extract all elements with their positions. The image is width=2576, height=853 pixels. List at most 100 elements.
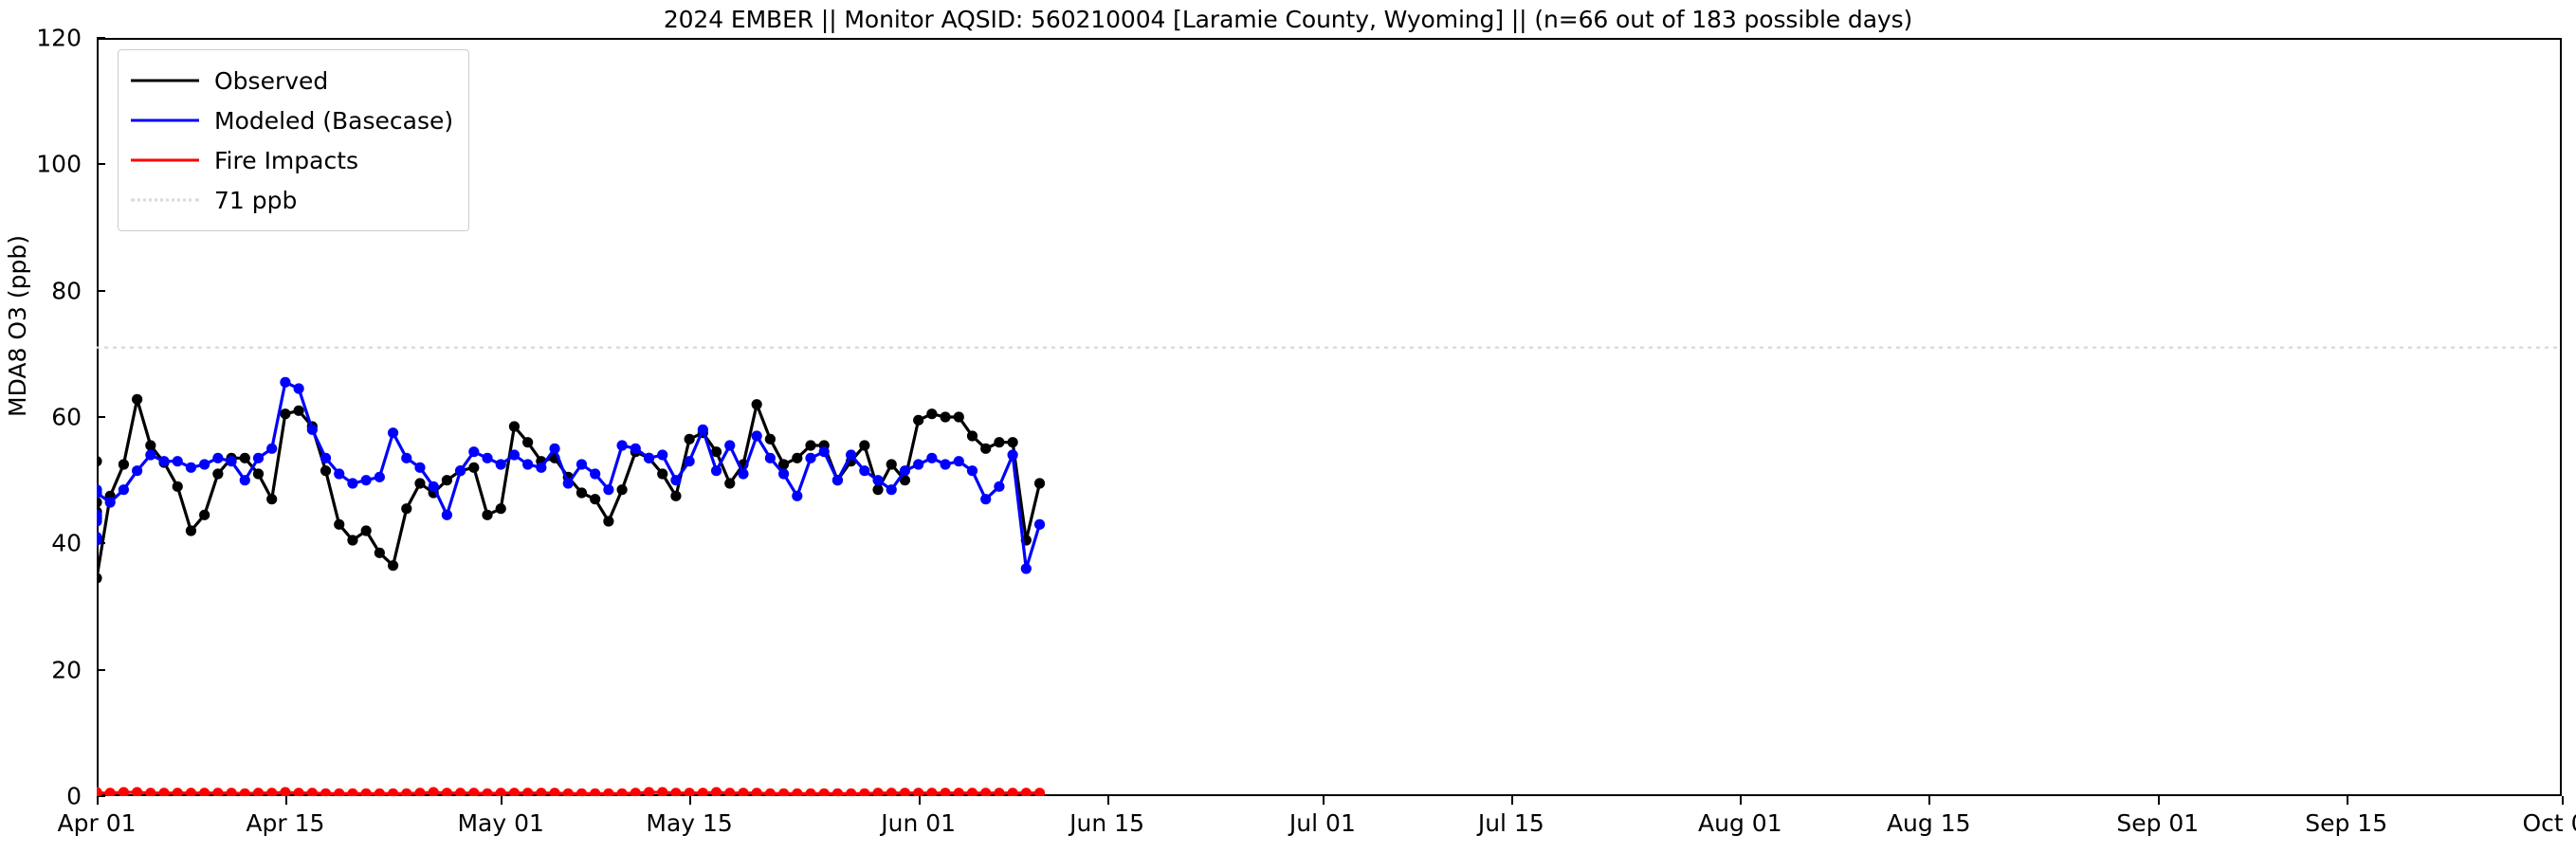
data-point [994, 481, 1005, 492]
data-point [226, 788, 237, 796]
x-tick-label: May 15 [646, 809, 733, 837]
y-tick-label: 80 [51, 277, 82, 305]
data-point [926, 452, 938, 463]
data-point [562, 478, 574, 489]
x-tick-mark [1106, 796, 1109, 805]
data-point [522, 459, 534, 470]
data-point [441, 509, 452, 520]
x-tick-mark [501, 796, 503, 805]
data-point [684, 433, 695, 445]
data-point [886, 484, 897, 496]
data-point [468, 462, 480, 473]
data-point [913, 788, 924, 796]
data-point [966, 788, 978, 796]
x-tick-label: Aug 15 [1886, 809, 1971, 837]
data-point [97, 535, 102, 546]
data-point [953, 788, 964, 796]
data-point [320, 465, 332, 477]
y-tick-label: 60 [51, 403, 82, 431]
data-point [145, 440, 156, 451]
data-point [441, 475, 452, 486]
data-point [482, 788, 493, 796]
x-tick-label: Oct 01 [2522, 809, 2576, 837]
data-point [562, 788, 574, 796]
data-point [536, 462, 547, 473]
data-point [724, 440, 736, 451]
x-tick-label: Jul 15 [1477, 809, 1544, 837]
x-tick-mark [1322, 796, 1325, 805]
data-point [401, 452, 412, 463]
x-tick-mark [2157, 796, 2160, 805]
x-tick-mark [97, 796, 99, 805]
x-tick-mark [918, 796, 921, 805]
data-point [657, 468, 668, 480]
legend-swatch-fire-impacts [131, 150, 199, 171]
data-point [590, 494, 601, 505]
data-point [684, 456, 695, 467]
data-point [522, 788, 534, 796]
data-point [805, 440, 816, 451]
data-point [710, 465, 722, 477]
data-point [495, 788, 506, 796]
data-point [926, 408, 938, 420]
data-point [751, 399, 762, 410]
plot-lines [97, 346, 2562, 796]
data-point [334, 468, 345, 480]
y-tick-mark [97, 416, 105, 418]
data-point [441, 788, 452, 796]
data-point [482, 509, 493, 520]
data-point [590, 788, 601, 796]
data-point [185, 462, 197, 473]
data-point [805, 452, 816, 463]
legend-label: Observed [214, 66, 329, 95]
data-point [738, 468, 749, 480]
data-point [670, 490, 682, 501]
data-point [360, 788, 372, 796]
data-point [320, 788, 332, 796]
data-point [846, 788, 857, 796]
data-point [643, 787, 655, 796]
data-point [199, 788, 210, 796]
data-point [899, 465, 911, 477]
legend-item: Modeled (Basecase) [131, 100, 453, 140]
data-point [872, 475, 884, 486]
data-point [226, 456, 237, 467]
data-point [212, 452, 224, 463]
y-tick-mark [97, 163, 105, 166]
data-point [508, 421, 521, 432]
data-point [495, 459, 506, 470]
y-axis-label: MDA8 O3 (ppb) [4, 235, 31, 417]
data-point [751, 788, 762, 796]
data-point [360, 525, 372, 536]
data-point [940, 459, 951, 470]
y-tick-label: 40 [51, 529, 82, 557]
x-tick-label: Aug 01 [1698, 809, 1782, 837]
y-tick-mark [97, 289, 105, 292]
data-point [374, 471, 385, 482]
data-point [1007, 449, 1018, 461]
series-line [97, 397, 1042, 580]
legend-item: Observed [131, 61, 453, 100]
data-point [455, 465, 466, 477]
data-point [899, 475, 911, 486]
data-point [616, 440, 628, 451]
data-point [953, 456, 964, 467]
data-point [185, 788, 197, 796]
data-point [831, 475, 844, 486]
data-point [401, 788, 412, 796]
data-point [132, 393, 143, 405]
data-point [859, 465, 870, 477]
data-point [522, 437, 534, 448]
data-point [172, 456, 183, 467]
data-point [575, 487, 588, 499]
data-point [966, 465, 978, 477]
data-point [764, 433, 776, 445]
data-point [1033, 478, 1046, 489]
y-tick-label: 120 [36, 24, 82, 52]
data-point [1007, 437, 1018, 448]
data-point [684, 788, 695, 796]
data-point [846, 449, 857, 461]
data-point [792, 490, 803, 501]
data-point [575, 788, 588, 796]
data-point [482, 452, 493, 463]
